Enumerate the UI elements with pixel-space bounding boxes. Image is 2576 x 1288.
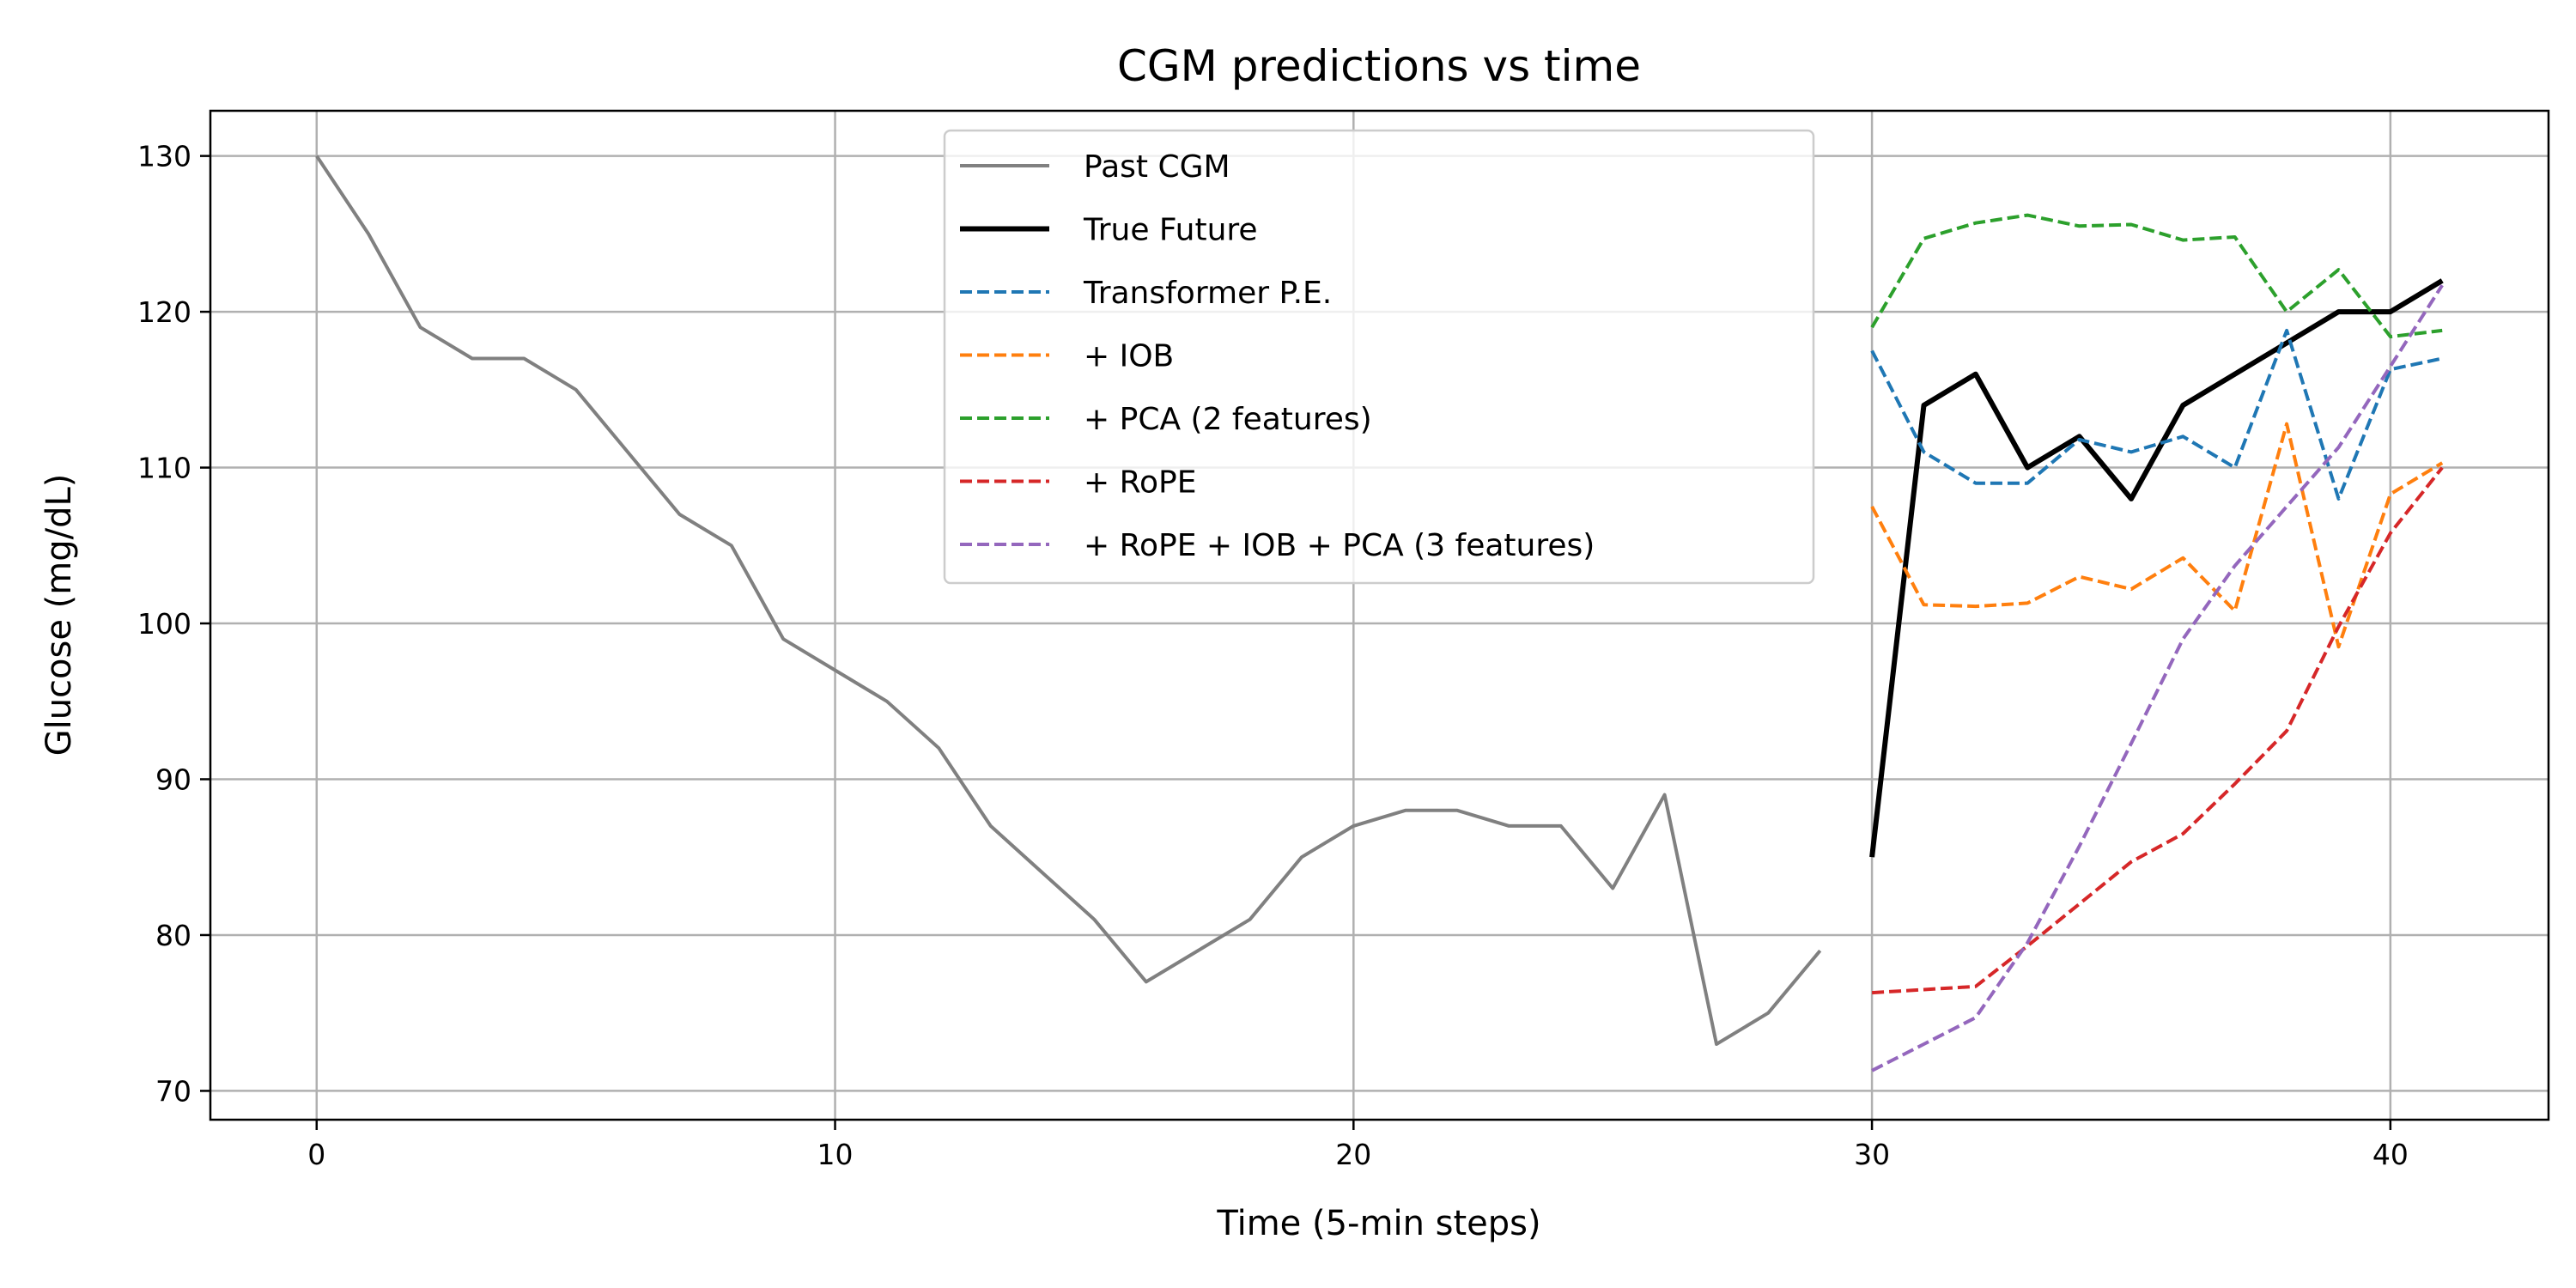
x-tick-label: 0 xyxy=(307,1138,325,1171)
series-line-true-future xyxy=(1869,278,2444,858)
series-line-pca-2-features xyxy=(1870,213,2443,339)
series-line-rope xyxy=(1871,466,2444,995)
series-line-rope-iob-pca-3-features xyxy=(1871,284,2444,1072)
y-tick-label: 90 xyxy=(155,762,191,796)
x-tick-label: 20 xyxy=(1335,1138,1371,1171)
series-line-past-cgm xyxy=(315,155,1822,1046)
plot-area-frame xyxy=(209,109,2550,1121)
y-tick-label: 110 xyxy=(137,452,191,485)
y-tick-label: 70 xyxy=(155,1074,191,1108)
x-tick-label: 30 xyxy=(1854,1138,1890,1171)
legend: Past CGM True Future Transformer P.E. + IOB… xyxy=(943,129,1815,585)
y-axis-label: Glucose (mg/dL) xyxy=(39,474,79,756)
grid xyxy=(210,111,2549,1120)
series-line-iob xyxy=(1870,422,2444,649)
x-tick-label: 40 xyxy=(2372,1138,2409,1171)
legend-label: + PCA (2 features) xyxy=(1084,402,1372,437)
y-tick-label: 120 xyxy=(137,295,191,329)
series-line-transformer-p-e xyxy=(1870,328,2443,501)
y-tick-label: 80 xyxy=(155,919,191,952)
legend-label: True Future xyxy=(1083,213,1258,248)
y-tick-label: 130 xyxy=(137,140,191,173)
legend-label: Past CGM xyxy=(1084,149,1230,185)
legend-label: + RoPE + IOB + PCA (3 features) xyxy=(1084,528,1595,563)
y-tick-label: 100 xyxy=(137,607,191,641)
x-axis-label: Time (5-min steps) xyxy=(1216,1204,1540,1243)
legend-label: + IOB xyxy=(1084,339,1174,374)
chart-title: CGM predictions vs time xyxy=(1117,41,1641,91)
x-tick-label: 10 xyxy=(817,1138,854,1171)
legend-box xyxy=(943,129,1815,585)
plot-lines xyxy=(315,155,2444,1072)
axis-ticks: 0 10 20 30 40 70 80 90 100 110 120 130 xyxy=(137,140,2409,1171)
legend-label: + RoPE xyxy=(1084,465,1196,501)
legend-label: Transformer P.E. xyxy=(1083,276,1332,311)
